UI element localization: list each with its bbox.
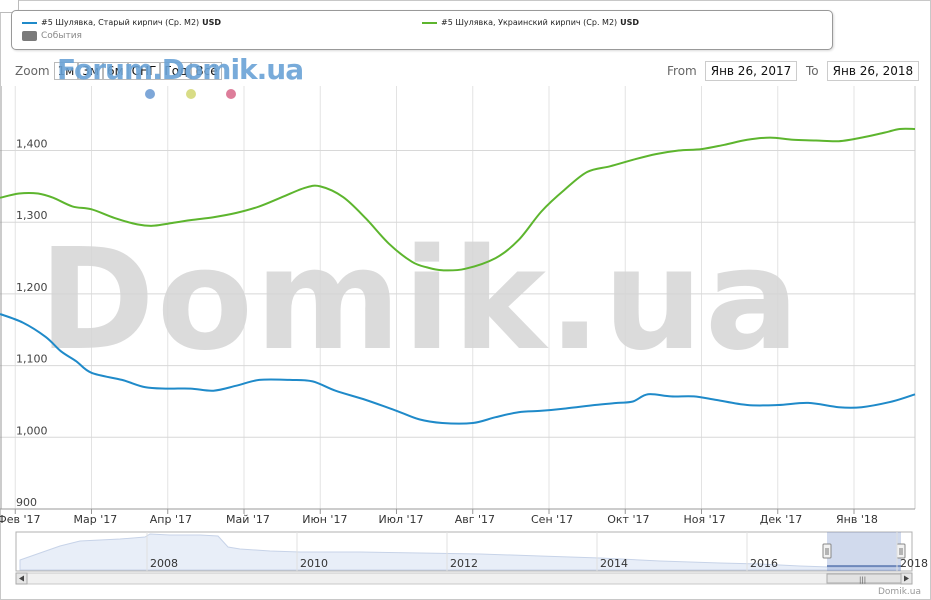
- series2-swatch: [422, 21, 437, 24]
- range-from-label: From: [667, 64, 697, 78]
- y-tick-label: 1,100: [16, 353, 48, 366]
- x-tick-label: Мар '17: [74, 513, 118, 526]
- navigator-year-label: 2018: [900, 557, 928, 570]
- legend: #5 Шулявка, Старый кирпич (Ср. М2) USD #…: [11, 10, 833, 50]
- plot-area: [0, 86, 915, 509]
- events-swatch: [22, 31, 37, 41]
- x-tick-label: Июн '17: [302, 513, 347, 526]
- scrollbar-track[interactable]: [15, 572, 913, 585]
- legend-series2-label: #5 Шулявка, Украинский кирпич (Ср. М2): [441, 18, 618, 27]
- y-tick-label: 1,400: [16, 138, 48, 151]
- scrollbar-grip: |||: [859, 576, 866, 584]
- y-tick-label: 1,000: [16, 424, 48, 437]
- corner-tab[interactable]: [0, 0, 19, 13]
- zoom-1m-button[interactable]: 1м: [53, 62, 79, 80]
- x-tick-label: Янв '18: [836, 513, 878, 526]
- zoom-label: Zoom: [15, 64, 50, 78]
- zoom-3m-button[interactable]: 3м: [78, 62, 103, 80]
- x-tick-label: Ноя '17: [684, 513, 726, 526]
- chevron-left-icon: [19, 575, 24, 582]
- navigator-year-label: 2008: [150, 557, 178, 570]
- legend-events-label: События: [41, 31, 82, 41]
- x-tick-label: Июл '17: [379, 513, 424, 526]
- range-to-input[interactable]: Янв 26, 2018: [826, 61, 920, 81]
- range-to: To Янв 26, 2018: [806, 61, 920, 81]
- legend-item-series1[interactable]: #5 Шулявка, Старый кирпич (Ср. М2) USD: [22, 18, 221, 27]
- y-tick-label: 900: [16, 496, 37, 509]
- navigator-year-label: 2010: [300, 557, 328, 570]
- chevron-right-icon: [904, 575, 909, 582]
- range-from-input[interactable]: Янв 26, 2017: [704, 61, 798, 81]
- zoom-selector: Zoom 1м 3м 6м СНГ Год Всё: [15, 61, 222, 81]
- zoom-1y-button[interactable]: Год: [160, 62, 192, 80]
- x-tick-label: Авг '17: [455, 513, 495, 526]
- y-tick-label: 1,200: [16, 281, 48, 294]
- x-tick-label: Сен '17: [531, 513, 573, 526]
- zoom-ytd-button[interactable]: СНГ: [127, 62, 161, 80]
- legend-series1-label: #5 Шулявка, Старый кирпич (Ср. М2): [41, 18, 200, 27]
- navigator-year-label: 2016: [750, 557, 778, 570]
- legend-item-events[interactable]: События: [22, 31, 82, 41]
- event-marker-dot[interactable]: [186, 89, 196, 99]
- x-tick-label: Дек '17: [760, 513, 803, 526]
- x-tick-label: Фев '17: [0, 513, 41, 526]
- zoom-6m-button[interactable]: 6м: [102, 62, 128, 80]
- legend-item-series2[interactable]: #5 Шулявка, Украинский кирпич (Ср. М2) U…: [422, 18, 639, 27]
- legend-series2-unit: USD: [620, 18, 640, 27]
- event-marker-dot[interactable]: [145, 89, 155, 99]
- event-marker-dot[interactable]: [226, 89, 236, 99]
- copyright-link[interactable]: Domik.ua: [878, 587, 921, 597]
- x-tick-label: Окт '17: [607, 513, 649, 526]
- legend-series1-unit: USD: [202, 18, 222, 27]
- range-from: From Янв 26, 2017: [667, 61, 798, 81]
- navigator-handle[interactable]: [822, 543, 832, 559]
- series-line-old-brick: [0, 313, 916, 425]
- range-to-label: To: [806, 64, 819, 78]
- navigator-handle[interactable]: [896, 543, 906, 559]
- forum-watermark-logo: Forum.Domik.ua: [57, 53, 304, 86]
- y-tick-label: 1,300: [16, 209, 48, 222]
- x-tick-label: Апр '17: [150, 513, 192, 526]
- navigator-year-label: 2014: [600, 557, 628, 570]
- navigator-year-label: 2012: [450, 557, 478, 570]
- x-tick-label: Май '17: [226, 513, 270, 526]
- series-line-ukrainian-brick: [0, 127, 916, 272]
- domik-watermark: Domik.ua: [39, 219, 802, 382]
- navigator-selection: [827, 532, 901, 571]
- zoom-all-button[interactable]: Всё: [191, 62, 222, 80]
- series1-swatch: [22, 21, 37, 24]
- navigator-series-area: [19, 533, 901, 571]
